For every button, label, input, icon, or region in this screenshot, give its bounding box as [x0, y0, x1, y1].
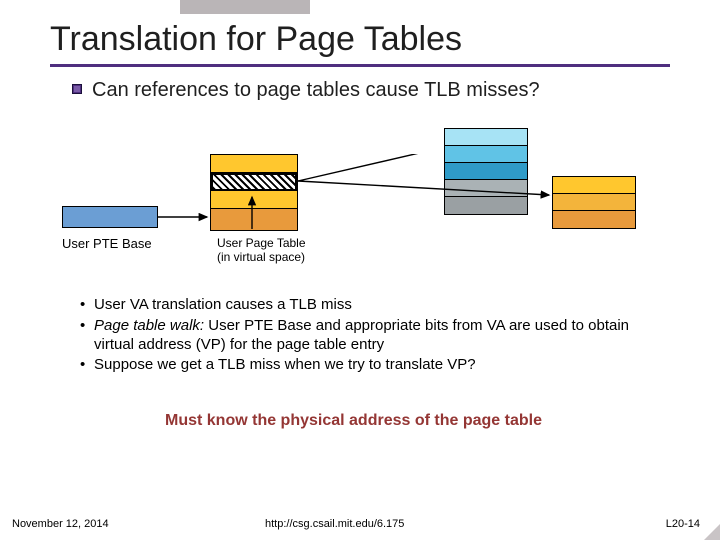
diagram-area: User PTE Base User Page Table (in virtua…	[62, 154, 658, 274]
footer-date: November 12, 2014	[12, 518, 109, 530]
bullet-text: Suppose we get a TLB miss when we try to…	[94, 356, 476, 373]
bullet-item: User VA translation causes a TLB miss	[80, 296, 666, 315]
bullet-text: User VA translation causes a TLB miss	[94, 296, 352, 313]
title-underline	[50, 64, 670, 67]
bullet-item: Suppose we get a TLB miss when we try to…	[80, 356, 666, 375]
slide-title: Translation for Page Tables	[50, 20, 462, 59]
body-bullets: User VA translation causes a TLB miss Pa…	[80, 296, 666, 377]
bullet-square-icon	[72, 84, 82, 94]
page-curl-icon	[704, 524, 720, 540]
emphasis-text: Must know the physical address of the pa…	[165, 412, 542, 430]
diagram-arrows	[62, 154, 658, 274]
mem-row	[445, 129, 527, 146]
bullet-item: Page table walk: User PTE Base and appro…	[80, 317, 666, 355]
bullet-text-italic: Page table walk:	[94, 317, 204, 334]
accent-bar	[180, 0, 310, 14]
footer-page-number: L20-14	[666, 518, 700, 530]
footer-url: http://csg.csail.mit.edu/6.175	[265, 518, 404, 530]
lead-text: Can references to page tables cause TLB …	[92, 78, 540, 103]
